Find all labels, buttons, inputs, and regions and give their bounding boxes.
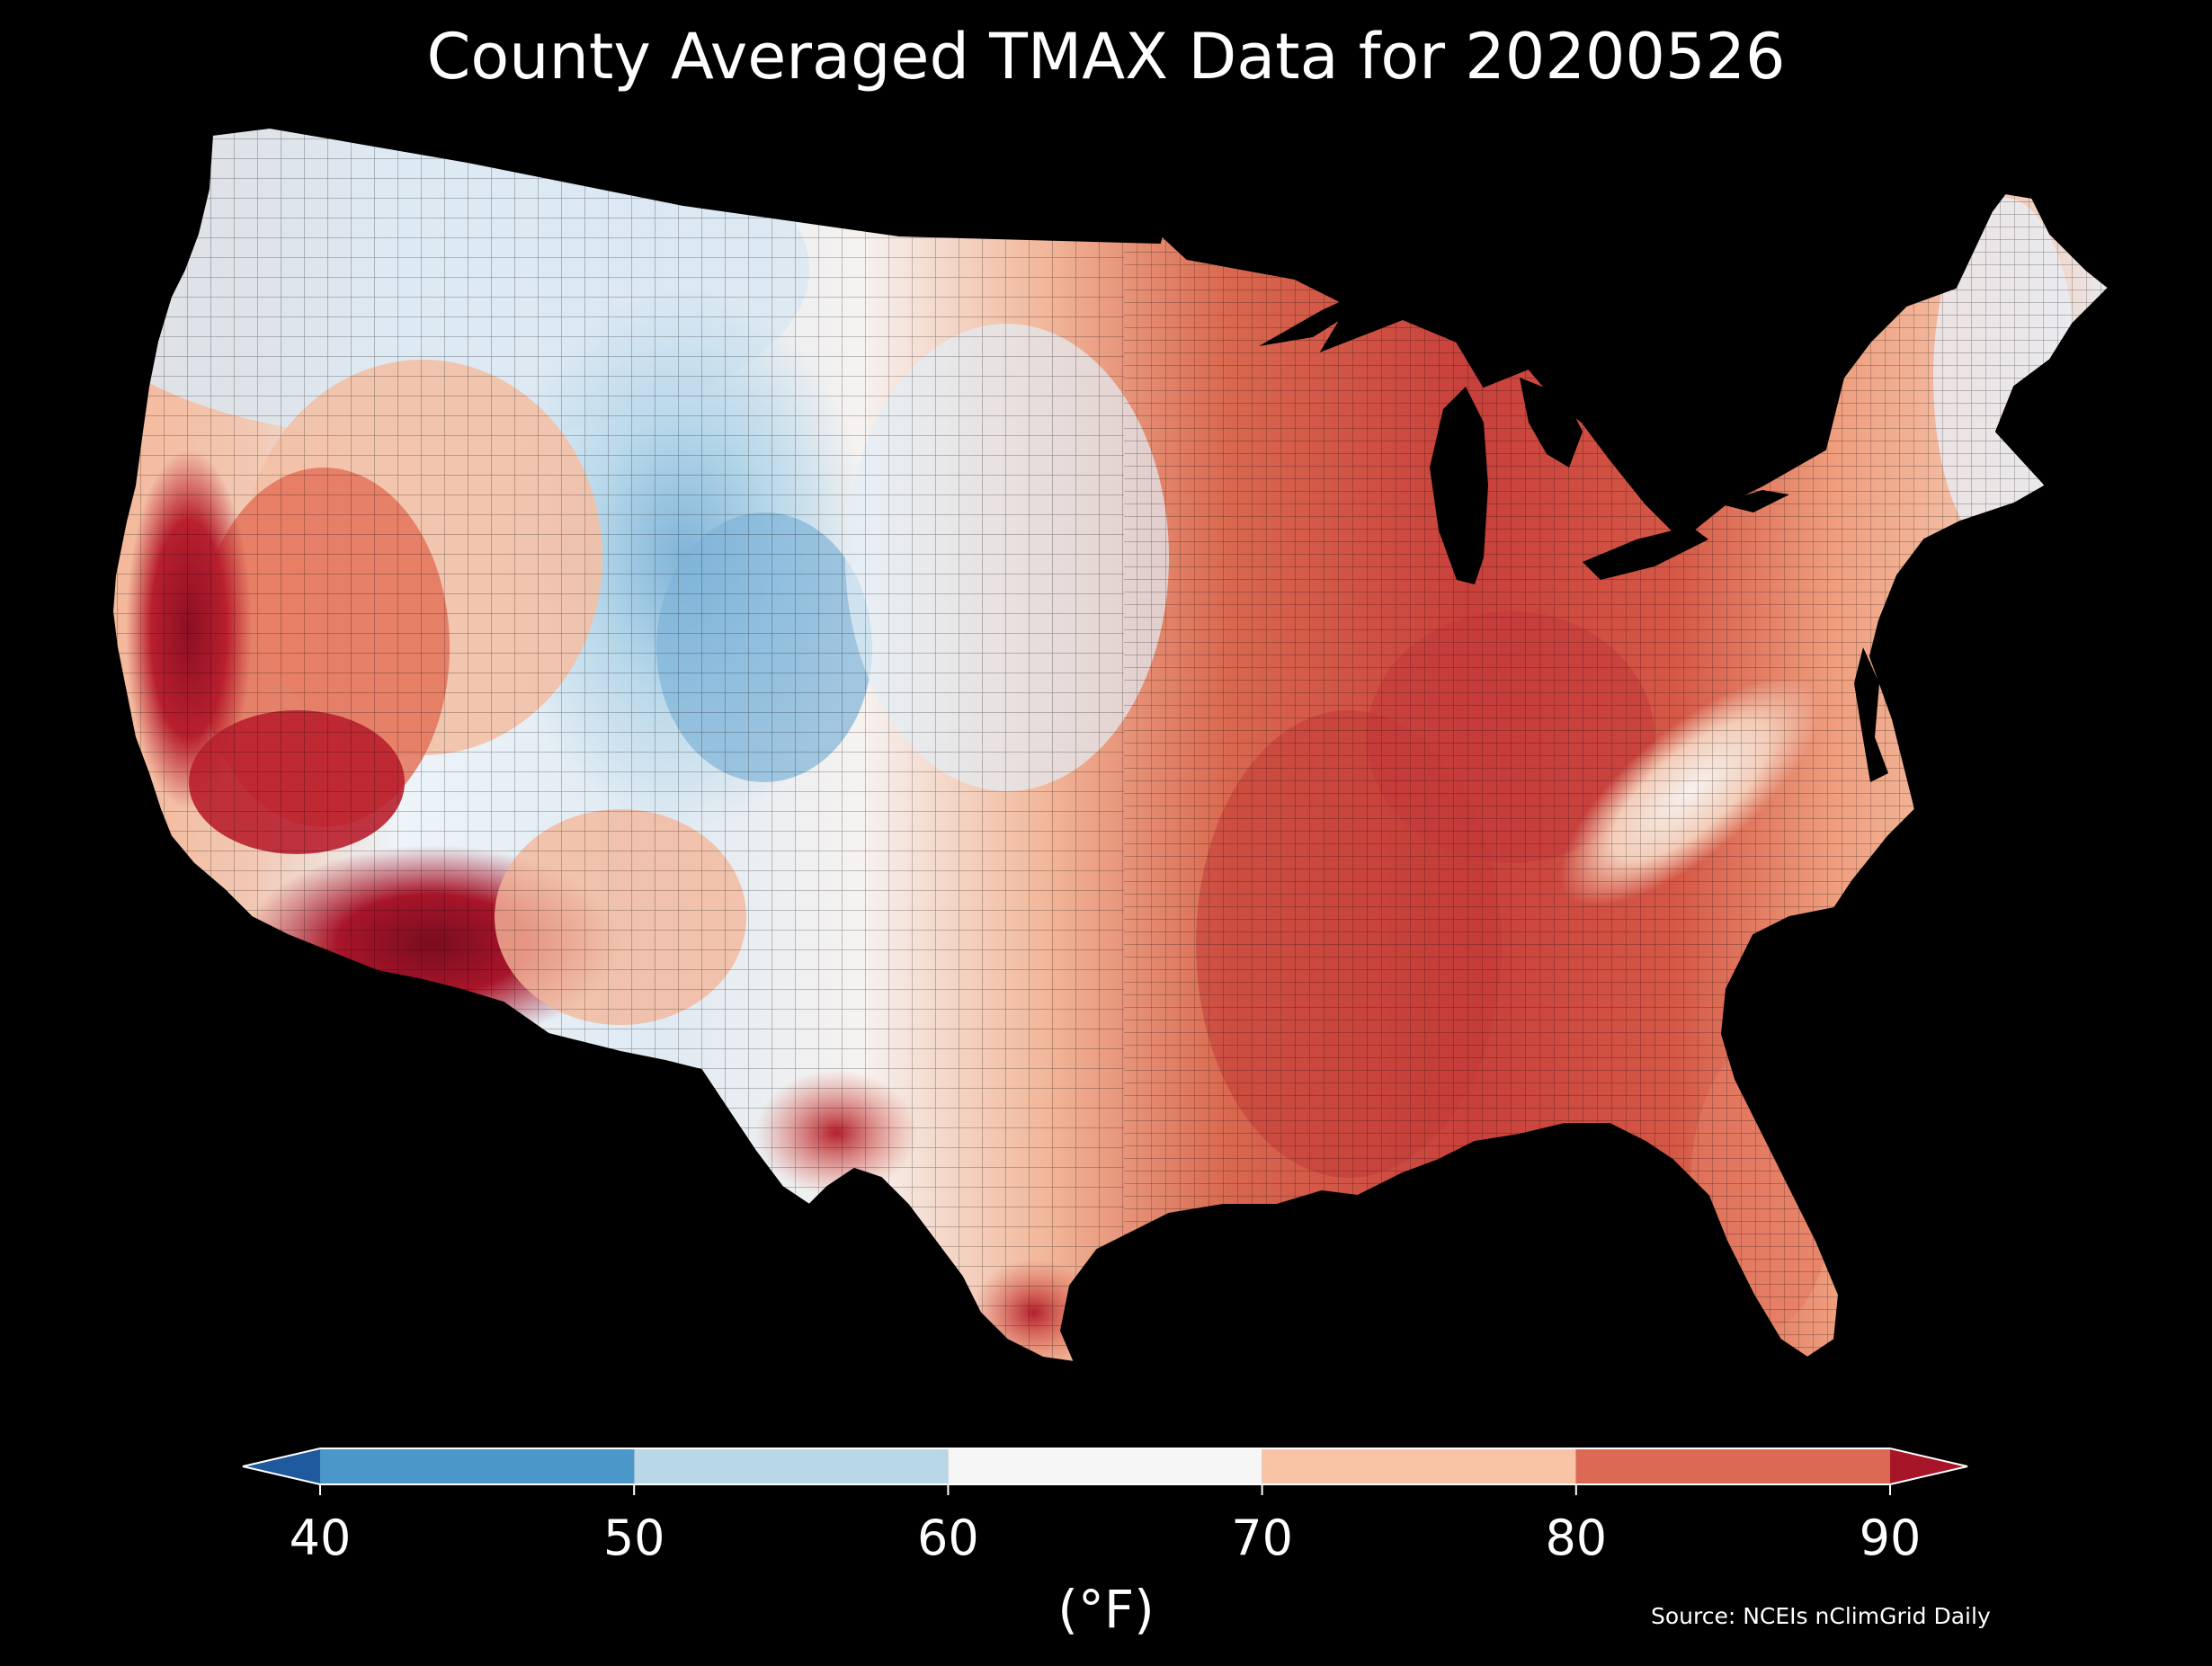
map-title: County Averaged TMAX Data for 20200526: [426, 20, 1786, 94]
colorbar-bin: [634, 1448, 949, 1484]
colorbar-tick-label: 60: [917, 1510, 979, 1566]
colorbar-tick-label: 70: [1231, 1510, 1293, 1566]
colorbar-tick-label: 90: [1859, 1510, 1922, 1566]
colorbar-bin: [1575, 1448, 1890, 1484]
colorbar-extend-low: [243, 1448, 320, 1484]
chesapeake-bay: [1854, 647, 1888, 782]
colorbar-bin: [948, 1448, 1262, 1484]
great-lakes: [1259, 283, 1789, 584]
colorbar-tick-label: 80: [1545, 1510, 1608, 1566]
colorbar-bins: [243, 1448, 1967, 1484]
colorbar-extend-high: [1890, 1448, 1967, 1484]
colorbar-bin: [1262, 1448, 1576, 1484]
colorbar-bin: [320, 1448, 635, 1484]
colorbar-tick-label: 40: [289, 1510, 352, 1566]
source-label: Source: NCEIs nClimGrid Daily: [1651, 1603, 1991, 1629]
colorbar-unit-label: (°F): [1057, 1579, 1155, 1640]
colorbar-tick-label: 50: [602, 1510, 665, 1566]
